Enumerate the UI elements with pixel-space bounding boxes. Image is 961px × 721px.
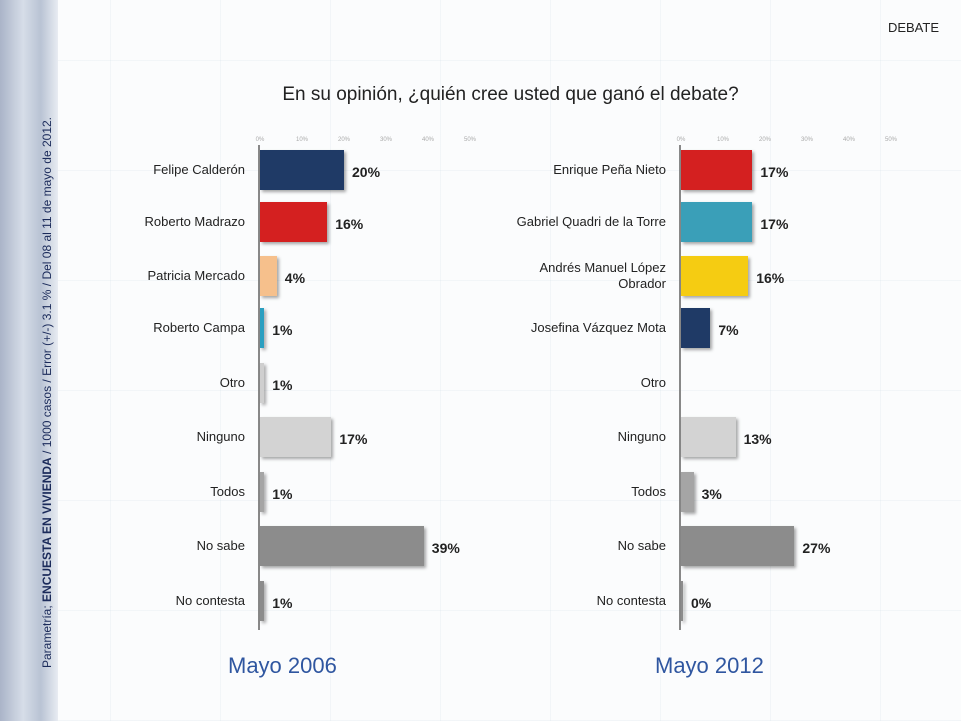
bar — [260, 417, 332, 457]
category-label: No contesta — [596, 593, 666, 608]
bar — [681, 581, 683, 621]
data-label: 39% — [431, 540, 460, 556]
category-label: No sabe — [196, 538, 245, 553]
tick-label: 30% — [800, 137, 814, 143]
category-label: Todos — [210, 484, 245, 499]
section-tag: DEBATE — [887, 20, 939, 35]
tick-label: 20% — [758, 137, 772, 143]
category-label: Otro — [219, 375, 245, 390]
bar — [260, 150, 344, 190]
data-label: 13% — [743, 431, 772, 447]
data-label: 4% — [284, 270, 306, 286]
data-label: 20% — [352, 164, 381, 180]
category-label: Roberto Madrazo — [144, 214, 245, 229]
bar — [681, 308, 711, 348]
tick-label: 40% — [842, 137, 856, 143]
axis-line — [679, 145, 681, 630]
data-label: 17% — [760, 164, 789, 180]
data-label: 7% — [718, 322, 739, 338]
bar — [260, 308, 265, 348]
category-label: Patricia Mercado — [147, 268, 245, 283]
data-label: 3% — [701, 486, 722, 502]
bar — [260, 256, 277, 296]
data-label: 1% — [272, 595, 293, 611]
category-label: Ninguno — [196, 429, 245, 444]
bar — [260, 472, 265, 512]
tick-label: 20% — [337, 137, 351, 143]
decorative-strip — [0, 0, 58, 721]
tick-label: 30% — [379, 137, 393, 143]
chart-subtitle: Mayo 2012 — [655, 653, 764, 678]
data-label: 1% — [272, 377, 293, 393]
tick-label: 50% — [884, 137, 898, 143]
bar — [681, 256, 749, 296]
tick-label: 40% — [421, 137, 435, 143]
data-label: 1% — [272, 322, 293, 338]
data-label: 0% — [691, 595, 712, 611]
category-label: Todos — [631, 484, 666, 499]
category-label: Josefina Vázquez Mota — [530, 320, 666, 335]
bar — [260, 526, 424, 566]
category-label: Felipe Calderón — [153, 162, 245, 177]
tick-label: 10% — [716, 137, 730, 143]
bar — [260, 581, 265, 621]
data-label: 27% — [802, 540, 831, 556]
bar — [681, 202, 753, 242]
category-label: Roberto Campa — [153, 320, 245, 335]
tick-label: 0% — [255, 137, 265, 143]
bar — [681, 472, 694, 512]
bar — [681, 417, 736, 457]
category-label: No contesta — [175, 593, 245, 608]
category-label: Ninguno — [617, 429, 666, 444]
tick-label: 10% — [295, 137, 309, 143]
chart-title: En su opinión, ¿quién cree usted que gan… — [282, 84, 739, 105]
data-label: 17% — [339, 431, 368, 447]
category-label: No sabe — [617, 538, 666, 553]
data-label: 16% — [335, 216, 364, 232]
axis-line — [258, 145, 260, 630]
bar — [681, 526, 795, 566]
bar — [681, 150, 753, 190]
chart-subtitle: Mayo 2006 — [228, 653, 337, 678]
data-label: 17% — [760, 216, 789, 232]
tick-label: 0% — [676, 137, 686, 143]
category-label: Otro — [640, 375, 666, 390]
category-label: Gabriel Quadri de la Torre — [516, 214, 666, 229]
data-label: 16% — [756, 270, 785, 286]
bar — [260, 363, 265, 403]
bar — [260, 202, 328, 242]
data-label: 1% — [272, 486, 293, 502]
category-label: Andrés Manuel López Obrador — [539, 260, 666, 291]
category-label: Enrique Peña Nieto — [553, 162, 666, 177]
tick-label: 50% — [463, 137, 477, 143]
